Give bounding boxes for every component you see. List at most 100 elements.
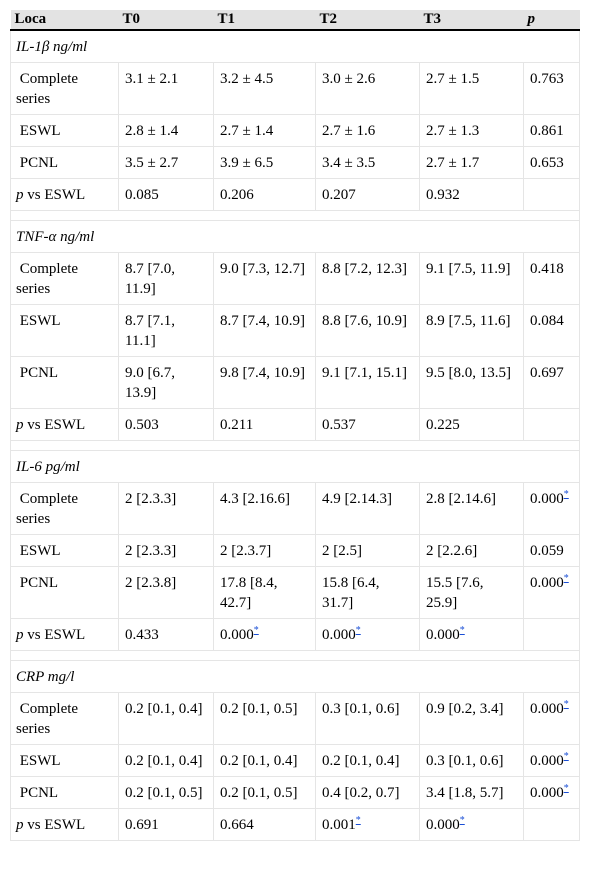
table-cell: 2.7 ± 1.3 [419, 114, 524, 147]
cell-value: 3.2 ± 4.5 [220, 71, 274, 87]
cell-value: 0.000 [220, 627, 254, 643]
table-cell: 9.0 [6.7, 13.9] [118, 356, 214, 409]
row-label-text: vs ESWL [23, 187, 86, 203]
cell-value: 0.206 [220, 187, 254, 203]
cell-value: 0.2 [0.1, 0.5] [220, 701, 298, 717]
table-cell: 8.7 [7.1, 11.1] [118, 304, 214, 357]
header-row: Loca T0 T1 T2 T3 p [10, 10, 580, 31]
footnote-link[interactable]: * [563, 699, 569, 710]
row-label: Complete series [10, 482, 119, 535]
cell-value: 8.7 [7.1, 11.1] [125, 313, 175, 349]
table-cell: 0.084 [523, 304, 580, 357]
table-cell: 15.8 [6.4, 31.7] [315, 566, 420, 619]
table-cell: 0.206 [213, 178, 316, 211]
table-cell: 0.001* [315, 808, 420, 841]
row-label: p vs ESWL [10, 618, 119, 651]
table-cell: 0.000* [523, 692, 580, 745]
cell-value: 0.653 [530, 155, 564, 171]
table-cell: 0.861 [523, 114, 580, 147]
cell-value: 0.664 [220, 817, 254, 833]
cell-value: 0.059 [530, 543, 564, 559]
spacer-cell [10, 440, 580, 451]
table-cell: 0.2 [0.1, 0.5] [118, 776, 214, 809]
cell-value: 3.9 ± 6.5 [220, 155, 274, 171]
table-cell: 0.418 [523, 252, 580, 305]
row-label: Complete series [10, 62, 119, 115]
cell-value: 8.9 [7.5, 11.6] [426, 313, 511, 329]
cell-value: 15.5 [7.6, 25.9] [426, 575, 484, 611]
cell-value: 3.4 ± 3.5 [322, 155, 376, 171]
cell-value: 0.433 [125, 627, 159, 643]
cell-value: 0.2 [0.1, 0.5] [125, 785, 203, 801]
cell-value: 9.8 [7.4, 10.9] [220, 365, 305, 381]
row-label: PCNL [10, 776, 119, 809]
cell-value: 0.2 [0.1, 0.4] [220, 753, 298, 769]
table-cell [523, 178, 580, 211]
table-cell: 0.2 [0.1, 0.4] [118, 692, 214, 745]
cell-value: 2.8 ± 1.4 [125, 123, 179, 139]
table-cell [523, 808, 580, 841]
footnote-link[interactable]: * [563, 783, 569, 794]
spacer-cell [10, 210, 580, 221]
section-title-row: IL-6 pg/ml [10, 450, 580, 483]
table-cell: 2.8 [2.14.6] [419, 482, 524, 535]
section-spacer [10, 440, 580, 451]
footnote-link[interactable]: * [563, 573, 569, 584]
footnote-link[interactable]: * [563, 489, 569, 500]
cell-value: 0.225 [426, 417, 460, 433]
header-t3: T3 [419, 10, 524, 31]
table-row: ESWL 8.7 [7.1, 11.1] 8.7 [7.4, 10.9] 8.8 [7… [10, 304, 580, 357]
table-row: ESWL 2.8 ± 1.4 2.7 ± 1.4 2.7 ± 1.6 2.7 ± 1.3… [10, 114, 580, 147]
cell-value: 15.8 [6.4, 31.7] [322, 575, 380, 611]
section-spacer [10, 210, 580, 221]
cell-value: 0.000 [426, 817, 460, 833]
table-cell: 3.5 ± 2.7 [118, 146, 214, 179]
cell-value: 8.8 [7.2, 12.3] [322, 261, 407, 277]
table-cell: 0.691 [118, 808, 214, 841]
cell-value: 8.7 [7.0, 11.9] [125, 261, 175, 297]
table-cell: 0.932 [419, 178, 524, 211]
table-cell: 0.4 [0.2, 0.7] [315, 776, 420, 809]
table-cell: 8.9 [7.5, 11.6] [419, 304, 524, 357]
cell-value: 0.9 [0.2, 3.4] [426, 701, 504, 717]
row-label-text: Complete series [16, 701, 79, 737]
header-t2: T2 [315, 10, 420, 31]
section-title: IL-1β ng/ml [10, 29, 580, 63]
cell-value: 0.000 [530, 575, 564, 591]
section-title: CRP mg/l [10, 660, 580, 693]
cell-value: 0.2 [0.1, 0.4] [322, 753, 400, 769]
row-label: ESWL [10, 534, 119, 567]
footnote-link[interactable]: * [253, 625, 259, 636]
cell-value: 17.8 [8.4, 42.7] [220, 575, 278, 611]
cell-value: 0.537 [322, 417, 356, 433]
section-spacer [10, 650, 580, 661]
cell-value: 0.000 [530, 785, 564, 801]
table-cell: 0.763 [523, 62, 580, 115]
cell-value: 0.000 [426, 627, 460, 643]
table-cell: 9.5 [8.0, 13.5] [419, 356, 524, 409]
table-cell: 0.000* [523, 776, 580, 809]
row-label-text: PCNL [19, 365, 59, 381]
footnote-link[interactable]: * [459, 625, 465, 636]
table-row: PCNL 3.5 ± 2.7 3.9 ± 6.5 3.4 ± 3.5 2.7 ± 1.7… [10, 146, 580, 179]
footnote-link[interactable]: * [355, 625, 361, 636]
cell-value: 2.7 ± 1.7 [426, 155, 480, 171]
table-cell: 0.000* [315, 618, 420, 651]
row-label: p vs ESWL [10, 178, 119, 211]
table-row: p vs ESWL 0.085 0.206 0.207 0.932 [10, 178, 580, 211]
row-label-text: ESWL [19, 543, 61, 559]
results-table: Loca T0 T1 T2 T3 p IL-1β ng/ml Complete … [10, 10, 580, 841]
cell-value: 2.7 ± 1.4 [220, 123, 274, 139]
row-label: PCNL [10, 356, 119, 409]
table-cell: 17.8 [8.4, 42.7] [213, 566, 316, 619]
table-cell: 0.9 [0.2, 3.4] [419, 692, 524, 745]
table-cell: 9.8 [7.4, 10.9] [213, 356, 316, 409]
footnote-link[interactable]: * [355, 815, 361, 826]
footnote-link[interactable]: * [563, 751, 569, 762]
footnote-link[interactable]: * [459, 815, 465, 826]
row-label: PCNL [10, 146, 119, 179]
row-label-text: vs ESWL [23, 417, 86, 433]
cell-value: 0.000 [322, 627, 356, 643]
cell-value: 2 [2.5] [322, 543, 362, 559]
table-cell: 8.7 [7.0, 11.9] [118, 252, 214, 305]
